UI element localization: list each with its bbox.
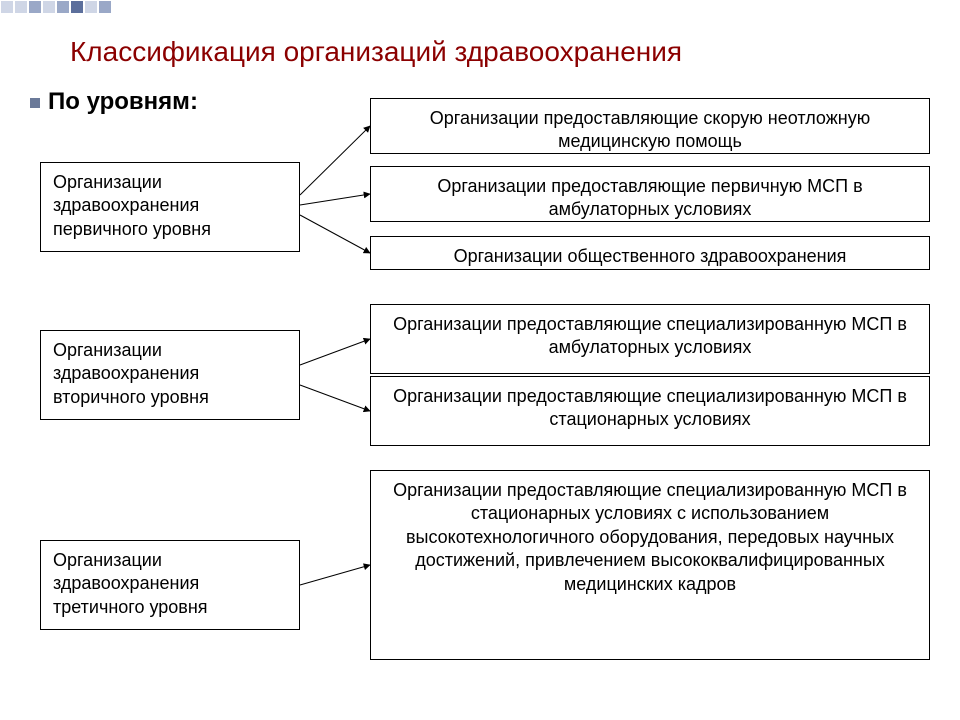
right-box-label: Организации предоставляющие специализиро…: [393, 314, 907, 357]
right-box-label: Организации предоставляющие первичную МС…: [437, 176, 862, 219]
right-box-label: Организации предоставляющие специализиро…: [393, 386, 907, 429]
bullet-icon: [30, 98, 40, 108]
left-box-secondary: Организации здравоохранения вторичного у…: [40, 330, 300, 420]
right-box-label: Организации предоставляющие скорую неотл…: [430, 108, 870, 151]
left-box-tertiary: Организации здравоохранения третичного у…: [40, 540, 300, 630]
right-box-r1: Организации предоставляющие скорую неотл…: [370, 98, 930, 154]
right-box-r2: Организации предоставляющие первичную МС…: [370, 166, 930, 222]
right-box-label: Организации общественного здравоохранени…: [454, 246, 847, 266]
left-box-label: Организации здравоохранения вторичного у…: [53, 340, 209, 407]
left-box-primary: Организации здравоохранения первичного у…: [40, 162, 300, 252]
left-box-label: Организации здравоохранения первичного у…: [53, 172, 211, 239]
left-box-label: Организации здравоохранения третичного у…: [53, 550, 208, 617]
right-box-r6: Организации предоставляющие специализиро…: [370, 470, 930, 660]
decorative-squares: [0, 0, 120, 14]
slide-subtitle: По уровням:: [48, 88, 198, 116]
right-box-r5: Организации предоставляющие специализиро…: [370, 376, 930, 446]
slide-title: Классификация организаций здравоохранени…: [70, 36, 682, 68]
right-box-r3: Организации общественного здравоохранени…: [370, 236, 930, 270]
right-box-label: Организации предоставляющие специализиро…: [393, 480, 907, 594]
right-box-r4: Организации предоставляющие специализиро…: [370, 304, 930, 374]
